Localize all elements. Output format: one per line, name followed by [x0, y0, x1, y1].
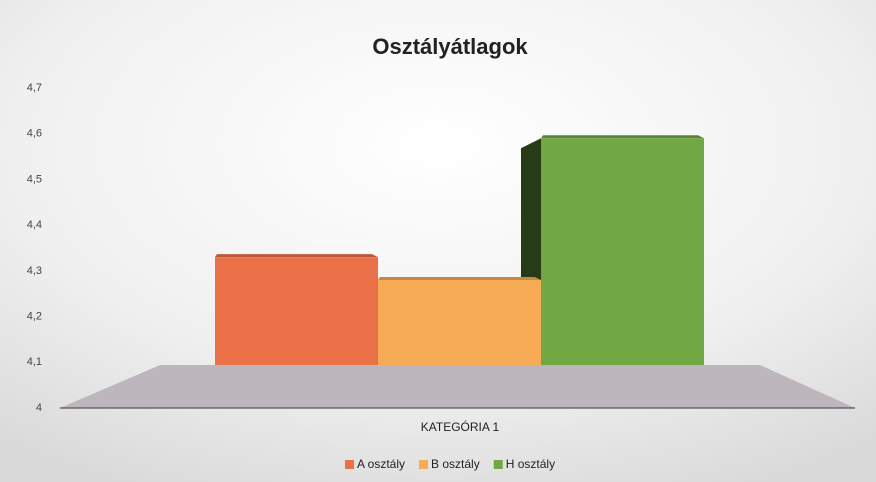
legend-label: B osztály	[431, 457, 480, 471]
y-tick-label: 4,6	[27, 128, 42, 140]
y-tick-label: 4,3	[27, 265, 42, 277]
floor	[60, 365, 855, 408]
bar-top	[378, 277, 541, 280]
y-tick-label: 4,7	[27, 82, 42, 94]
bar	[215, 257, 378, 365]
bar-top	[541, 135, 704, 139]
legend-swatch	[419, 460, 429, 469]
x-tick-label: KATEGÓRIA 1	[421, 419, 500, 434]
bar	[541, 138, 704, 365]
y-tick-label: 4	[36, 402, 42, 414]
legend-swatch	[345, 460, 354, 469]
y-tick-label: 4,5	[27, 173, 42, 185]
y-tick-label: 4,1	[27, 356, 42, 368]
legend-swatch	[493, 460, 503, 469]
legend-label: A osztály	[357, 457, 405, 471]
bar	[378, 280, 541, 365]
y-tick-label: 4,4	[27, 219, 42, 231]
chart-title: Osztályátlagok	[372, 34, 528, 59]
legend-label: H osztály	[506, 457, 555, 471]
y-tick-label: 4,2	[27, 310, 42, 322]
bar-top	[215, 254, 378, 258]
